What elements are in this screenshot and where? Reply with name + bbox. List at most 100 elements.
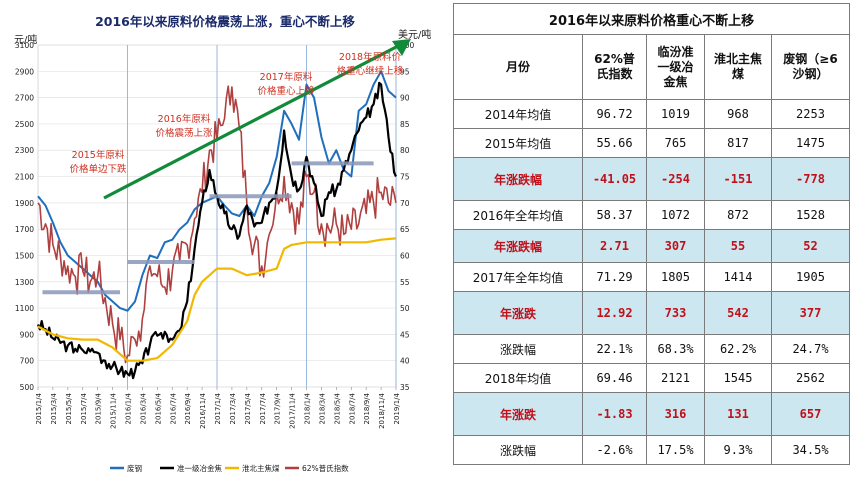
x-tick-label: 2018/11/4 bbox=[378, 392, 386, 428]
table-cell: 316 bbox=[646, 392, 705, 436]
table-row: 年涨跌 12.92 733 542 377 bbox=[453, 291, 850, 335]
y2-tick-label: 45 bbox=[400, 330, 410, 339]
annotation-label: 2016年原料价格震荡上涨 bbox=[155, 113, 213, 139]
row-label: 涨跌幅 bbox=[453, 334, 583, 364]
table-cell: -2.6% bbox=[582, 435, 647, 465]
table-header-cell: 淮北主焦煤 bbox=[704, 34, 772, 100]
y2-tick-label: 40 bbox=[400, 357, 410, 366]
row-label: 年涨跌幅 bbox=[453, 157, 583, 201]
table-row: 年涨跌幅 -41.05 -254 -151 -778 bbox=[453, 157, 850, 201]
row-label: 年涨跌 bbox=[453, 291, 583, 335]
table-cell: 131 bbox=[704, 392, 772, 436]
y-tick-label: 2100 bbox=[15, 173, 34, 182]
table-cell: 1019 bbox=[646, 99, 705, 129]
legend-label: 62%普氏指数 bbox=[302, 463, 349, 473]
annotation-label: 2015年原料价格单边下跌 bbox=[69, 149, 127, 175]
table-cell: 34.5% bbox=[771, 435, 850, 465]
table-cell: 307 bbox=[646, 229, 705, 263]
table-cell: 2.71 bbox=[582, 229, 647, 263]
x-tick-label: 2018/1/4 bbox=[304, 392, 312, 424]
row-label: 年涨跌 bbox=[453, 392, 583, 436]
row-label: 年涨跌幅 bbox=[453, 229, 583, 263]
y-tick-label: 2900 bbox=[15, 67, 34, 76]
table-cell: 1528 bbox=[771, 200, 850, 230]
x-tick-label: 2017/7/4 bbox=[259, 392, 267, 424]
y2-tick-label: 75 bbox=[400, 173, 410, 182]
y2-tick-label: 70 bbox=[400, 199, 410, 208]
x-tick-label: 2015/7/4 bbox=[80, 392, 88, 424]
table-cell: 817 bbox=[704, 128, 772, 158]
table-cell: -254 bbox=[646, 157, 705, 201]
x-tick-label: 2016/5/4 bbox=[154, 392, 162, 424]
table-row: 2015年均值 55.66 765 817 1475 bbox=[453, 128, 850, 158]
table-cell: 1072 bbox=[646, 200, 705, 230]
table-cell: 58.37 bbox=[582, 200, 647, 230]
table-cell: 69.46 bbox=[582, 363, 647, 393]
table-cell: 765 bbox=[646, 128, 705, 158]
table-cell: 733 bbox=[646, 291, 705, 335]
trend-arrowhead bbox=[392, 39, 411, 56]
series-line-coal bbox=[37, 237, 397, 362]
table-cell: 2253 bbox=[771, 99, 850, 129]
x-tick-label: 2015/1/4 bbox=[35, 392, 43, 424]
axes: 500 700 900 1100 1300 1500 1700 1900 2100 2300 250… bbox=[15, 41, 415, 429]
table-cell: 55.66 bbox=[582, 128, 647, 158]
y2-tick-label: 35 bbox=[400, 383, 410, 392]
x-tick-label: 2015/11/4 bbox=[110, 392, 118, 428]
row-label: 2017年全年均值 bbox=[453, 262, 583, 292]
table-cell: 55 bbox=[704, 229, 772, 263]
table-cell: 1905 bbox=[771, 262, 850, 292]
price-chart: 2016年以来原料价格震荡上涨，重心不断上移 元/吨 美元/吨 500 700 90… bbox=[14, 14, 432, 473]
y-tick-label: 1500 bbox=[15, 251, 34, 260]
table-row: 涨跌幅 -2.6% 17.5% 9.3% 34.5% bbox=[453, 435, 850, 465]
table-cell: 377 bbox=[771, 291, 850, 335]
x-tick-label: 2016/1/4 bbox=[125, 392, 133, 424]
table-cell: -41.05 bbox=[582, 157, 647, 201]
annotation-label: 2018年原料价格重心继续上移 bbox=[337, 51, 404, 77]
y2-tick-label: 60 bbox=[400, 251, 410, 260]
x-tick-label: 2016/3/4 bbox=[139, 392, 147, 424]
table-cell: 1545 bbox=[704, 363, 772, 393]
table-header-cell: 临汾准一级冶金焦 bbox=[646, 34, 705, 100]
legend-label: 准一级冶金焦 bbox=[177, 463, 222, 473]
table-cell: 12.92 bbox=[582, 291, 647, 335]
table-title: 2016年以来原料价格重心不断上移 bbox=[453, 3, 850, 35]
y-tick-label: 2300 bbox=[15, 146, 34, 155]
x-tick-label: 2015/3/4 bbox=[50, 392, 58, 424]
y-tick-label: 1700 bbox=[15, 225, 34, 234]
y2-tick-label: 50 bbox=[400, 304, 410, 313]
table-header-cell: 月份 bbox=[453, 34, 583, 100]
legend: 废钢 准一级冶金焦 淮北主焦煤 62%普氏指数 bbox=[110, 463, 349, 473]
table-cell: -151 bbox=[704, 157, 772, 201]
table-row: 2016年全年均值 58.37 1072 872 1528 bbox=[453, 200, 850, 230]
table-cell: 52 bbox=[771, 229, 850, 263]
table-cell: 24.7% bbox=[771, 334, 850, 364]
table-cell: 542 bbox=[704, 291, 772, 335]
y-tick-label: 2700 bbox=[15, 94, 34, 103]
trend-arrow bbox=[103, 43, 401, 200]
y2-tick-label: 95 bbox=[400, 67, 410, 76]
x-tick-label: 2016/11/4 bbox=[199, 392, 207, 428]
y2-tick-label: 65 bbox=[400, 225, 410, 234]
y-tick-label: 700 bbox=[20, 357, 35, 366]
y-tick-label: 1100 bbox=[15, 304, 34, 313]
table-cell: 657 bbox=[771, 392, 850, 436]
x-tick-label: 2018/5/4 bbox=[333, 392, 341, 424]
legend-label: 废钢 bbox=[127, 463, 142, 473]
table-row: 年涨跌幅 2.71 307 55 52 bbox=[453, 229, 850, 263]
table-cell: 22.1% bbox=[582, 334, 647, 364]
x-tick-label: 2015/5/4 bbox=[65, 392, 73, 424]
table-cell: 96.72 bbox=[582, 99, 647, 129]
table-cell: 1414 bbox=[704, 262, 772, 292]
table-cell: 872 bbox=[704, 200, 772, 230]
x-tick-label: 2015/9/4 bbox=[95, 392, 103, 424]
y2-tick-label: 90 bbox=[400, 94, 410, 103]
x-tick-label: 2019/1/4 bbox=[393, 392, 401, 424]
x-tick-label: 2017/3/4 bbox=[229, 392, 237, 424]
row-label: 2014年均值 bbox=[453, 99, 583, 129]
x-tick-label: 2018/7/4 bbox=[348, 392, 356, 424]
chart-title: 2016年以来原料价格震荡上涨，重心不断上移 bbox=[95, 14, 355, 29]
x-tick-label: 2017/9/4 bbox=[274, 392, 282, 424]
x-tick-label: 2017/11/4 bbox=[289, 392, 297, 428]
y2-tick-label: 80 bbox=[400, 146, 410, 155]
